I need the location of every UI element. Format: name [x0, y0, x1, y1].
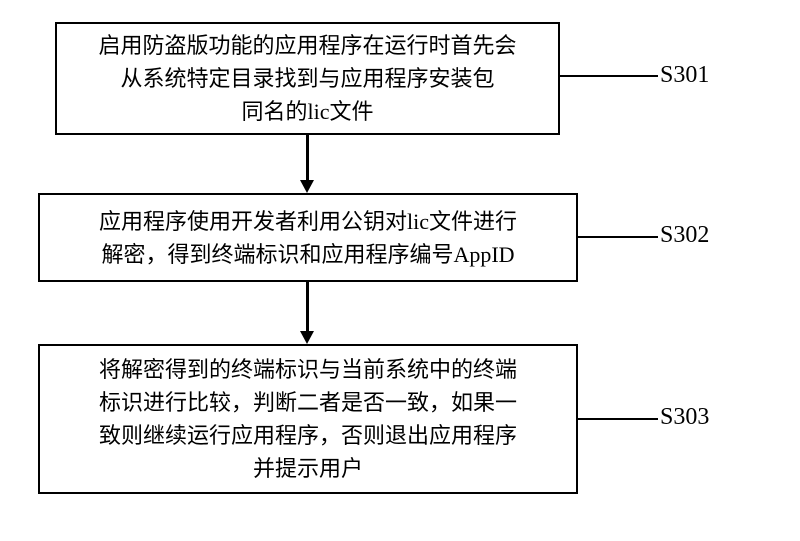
flowchart-step-box: 启用防盗版功能的应用程序在运行时首先会 从系统特定目录找到与应用程序安装包 同名…	[55, 22, 560, 135]
step1-line1: 启用防盗版功能的应用程序在运行时首先会	[98, 33, 516, 58]
flowchart-arrow	[300, 180, 314, 193]
label-connector-line	[578, 236, 658, 238]
step3-line2: 标识进行比较，判断二者是否一致，如果一	[99, 390, 517, 415]
flowchart-step-text: 启用防盗版功能的应用程序在运行时首先会 从系统特定目录找到与应用程序安装包 同名…	[98, 29, 516, 128]
flowchart-step-box: 将解密得到的终端标识与当前系统中的终端 标识进行比较，判断二者是否一致，如果一 …	[38, 344, 578, 494]
step3-line4: 并提示用户	[253, 456, 363, 481]
step3-line1: 将解密得到的终端标识与当前系统中的终端	[99, 357, 517, 382]
flowchart-step-text: 应用程序使用开发者利用公钥对lic文件进行 解密，得到终端标识和应用程序编号Ap…	[99, 205, 517, 271]
step2-label: S302	[660, 222, 709, 248]
flowchart-step-label: S303	[660, 404, 709, 431]
flowchart-connector	[306, 282, 309, 331]
flowchart-arrow	[300, 331, 314, 344]
label-connector-line	[578, 418, 658, 420]
step3-label: S303	[660, 404, 709, 430]
step1-line3: 同名的lic文件	[241, 99, 373, 124]
step3-line3: 致则继续运行应用程序，否则退出应用程序	[99, 423, 517, 448]
flowchart-connector	[306, 135, 309, 180]
label-connector-line	[560, 75, 658, 77]
step1-label: S301	[660, 62, 709, 88]
flowchart-step-label: S301	[660, 62, 709, 89]
flowchart-step-box: 应用程序使用开发者利用公钥对lic文件进行 解密，得到终端标识和应用程序编号Ap…	[38, 193, 578, 282]
flowchart-step-label: S302	[660, 222, 709, 249]
step1-line2: 从系统特定目录找到与应用程序安装包	[120, 66, 494, 91]
step2-line1: 应用程序使用开发者利用公钥对lic文件进行	[99, 209, 517, 234]
step2-line2: 解密，得到终端标识和应用程序编号AppID	[101, 242, 514, 267]
flowchart-container: 启用防盗版功能的应用程序在运行时首先会 从系统特定目录找到与应用程序安装包 同名…	[0, 0, 800, 541]
flowchart-step-text: 将解密得到的终端标识与当前系统中的终端 标识进行比较，判断二者是否一致，如果一 …	[99, 353, 517, 485]
